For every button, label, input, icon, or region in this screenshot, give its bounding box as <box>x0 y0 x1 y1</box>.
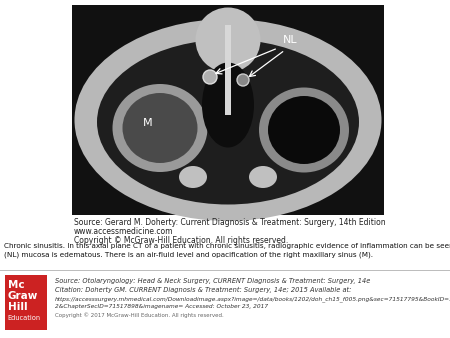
Text: 2&ChapterSecID=71517898&imagename= Accessed: October 23, 2017: 2&ChapterSecID=71517898&imagename= Acces… <box>55 304 268 309</box>
Text: NL: NL <box>283 35 297 45</box>
Bar <box>5 275 47 330</box>
Text: Mc: Mc <box>8 280 25 290</box>
Ellipse shape <box>268 96 340 164</box>
Ellipse shape <box>249 166 277 188</box>
Ellipse shape <box>195 7 261 72</box>
Ellipse shape <box>112 84 207 172</box>
Bar <box>72 5 384 215</box>
Text: Graw: Graw <box>8 291 38 301</box>
Ellipse shape <box>259 88 349 172</box>
Text: Hill: Hill <box>8 302 27 312</box>
Text: Source: Otolaryngology: Head & Neck Surgery, CURRENT Diagnosis & Treatment: Surg: Source: Otolaryngology: Head & Neck Surg… <box>55 278 370 284</box>
Text: Copyright © 2017 McGraw-Hill Education. All rights reserved.: Copyright © 2017 McGraw-Hill Education. … <box>55 312 224 318</box>
Text: Education: Education <box>7 315 40 321</box>
Text: (NL) mucosa is edematous. There is an air-fluid level and opacification of the r: (NL) mucosa is edematous. There is an ai… <box>4 251 373 258</box>
Text: Chronic sinusitis. In this axial plane CT of a patient with chronic sinusitis, r: Chronic sinusitis. In this axial plane C… <box>4 243 450 249</box>
Circle shape <box>203 70 217 84</box>
Bar <box>225 25 231 115</box>
Text: www.accessmedicine.com: www.accessmedicine.com <box>74 227 174 236</box>
Ellipse shape <box>97 40 359 204</box>
Text: Source: Gerard M. Doherty: Current Diagnosis & Treatment: Surgery, 14th Edition: Source: Gerard M. Doherty: Current Diagn… <box>74 218 386 227</box>
Text: M: M <box>143 118 153 128</box>
Circle shape <box>237 74 249 86</box>
Text: Citation: Doherty GM. CURRENT Diagnosis & Treatment: Surgery, 14e; 2015 Availabl: Citation: Doherty GM. CURRENT Diagnosis … <box>55 287 351 293</box>
Text: https://accesssurgery.mhmedical.com/Downloadimage.aspx?image=/data/books/1202/do: https://accesssurgery.mhmedical.com/Down… <box>55 296 450 302</box>
Ellipse shape <box>75 19 382 221</box>
Ellipse shape <box>122 93 198 163</box>
Ellipse shape <box>179 166 207 188</box>
Text: Copyright © McGraw-Hill Education. All rights reserved.: Copyright © McGraw-Hill Education. All r… <box>74 236 288 245</box>
Ellipse shape <box>202 63 254 147</box>
